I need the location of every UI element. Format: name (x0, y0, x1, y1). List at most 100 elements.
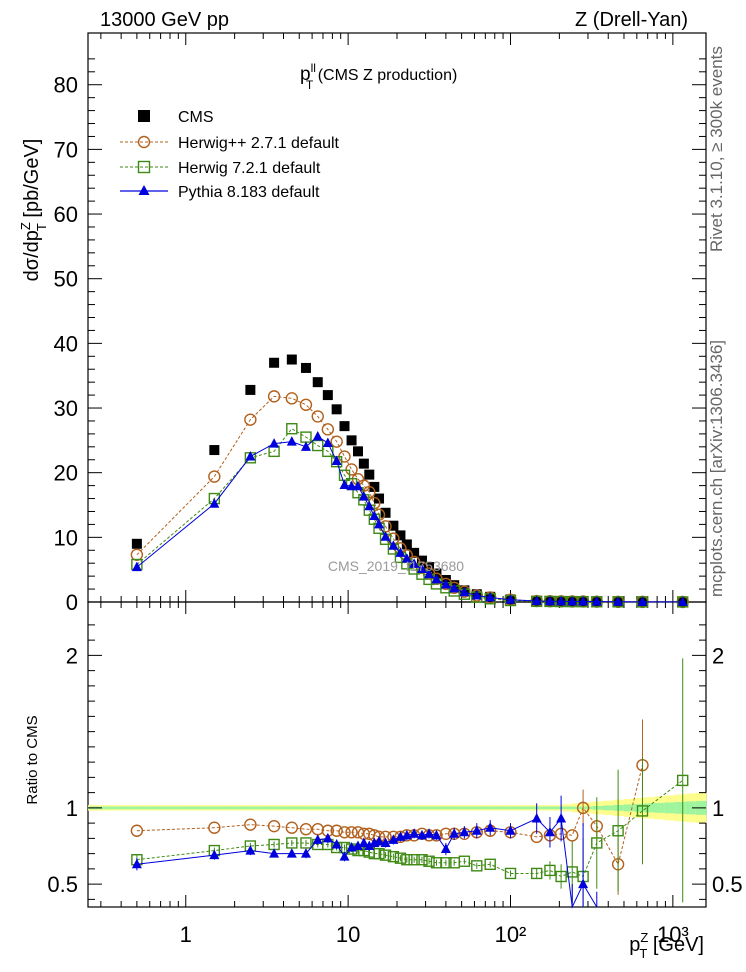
band-inner (232, 806, 243, 810)
data-point-0 (300, 362, 311, 373)
ratio-point-2 (459, 826, 470, 837)
legend-label-herwig7: Herwig 7.2.1 default (178, 160, 321, 177)
y-tick-label: 20 (54, 461, 78, 486)
data-point-0 (388, 520, 399, 531)
band-inner (551, 806, 563, 810)
band-inner (304, 806, 316, 810)
plot-title: pll T (CMS Z production) (300, 61, 457, 92)
data-point-0 (131, 538, 142, 549)
data-point-3 (567, 595, 578, 606)
ratio-point-1 (530, 867, 543, 880)
data-point-3 (431, 573, 442, 584)
band-inner (314, 806, 326, 810)
ratio-point-2 (312, 834, 323, 844)
band-inner (561, 806, 573, 810)
band-inner (458, 806, 470, 810)
band-inner (469, 806, 480, 810)
ratio-point-2 (339, 851, 350, 861)
side-label-rivet: Rivet 3.1.10, ≥ 300k events (707, 46, 726, 252)
band-inner (644, 803, 655, 813)
ratio-point-1 (484, 858, 496, 870)
side-label-mcplots: mcplots.cern.ch [arXiv:1306.3436] (707, 340, 726, 597)
ratio-point-2 (131, 858, 142, 869)
ratio-point-1 (544, 864, 556, 877)
data-point-3 (471, 590, 482, 600)
y-tick-label: 0 (66, 590, 78, 615)
band-inner (386, 806, 398, 810)
band-inner (407, 806, 419, 810)
data-point-1 (208, 470, 221, 483)
band-inner (603, 805, 614, 811)
band-inner (417, 806, 429, 810)
data-point-0 (245, 384, 256, 395)
band-inner (654, 802, 666, 813)
ratio-point-2 (388, 834, 399, 844)
ratio-point-1 (555, 870, 567, 883)
data-point-3 (374, 518, 385, 529)
band-inner (118, 806, 130, 810)
band-inner (211, 806, 223, 810)
band-inner (541, 806, 552, 810)
data-point-0 (339, 421, 350, 432)
ratio-point-2 (374, 835, 385, 846)
data-point-3 (637, 596, 648, 606)
band-inner (613, 804, 625, 811)
data-point-1 (267, 390, 281, 403)
ratio-point-2 (358, 837, 369, 847)
ratio-point-2 (209, 849, 220, 860)
y-tick-label: 60 (54, 202, 78, 227)
data-point-1 (321, 423, 335, 436)
y-tick-label: 30 (54, 396, 78, 421)
ratio-point-0 (576, 801, 590, 815)
band-inner (592, 805, 604, 810)
data-point-0 (380, 507, 391, 518)
data-point-0 (352, 446, 363, 457)
ratio-point-0 (345, 826, 358, 839)
ratio-point-1 (379, 849, 392, 861)
data-point-3 (269, 438, 280, 448)
ratio-point-1 (677, 774, 689, 787)
ratio-point-1 (566, 866, 578, 878)
data-point-0 (364, 469, 375, 480)
data-point-3 (339, 479, 350, 489)
data-point-1 (299, 398, 313, 411)
ratio-line-2 (136, 817, 598, 909)
band-inner (355, 806, 367, 810)
data-point-3 (286, 436, 297, 446)
band-inner (500, 806, 511, 810)
ratio-point-2 (245, 845, 256, 855)
band-inner (149, 806, 161, 810)
data-point-0 (409, 547, 420, 558)
band-inner (633, 803, 645, 812)
band-inner (675, 801, 686, 814)
data-point-3 (416, 563, 427, 574)
process-label: Z (Drell-Yan) (575, 9, 688, 31)
data-point-1 (311, 410, 324, 423)
data-point-0 (401, 539, 412, 550)
y-axis-title-ratio: Ratio to CMS (24, 715, 41, 804)
ratio-point-2 (544, 826, 555, 837)
band-inner (180, 806, 192, 810)
data-point-3 (485, 591, 496, 602)
ratio-point-2 (269, 848, 280, 858)
ratio-point-0 (285, 821, 299, 834)
legend-item-pythia: Pythia 8.183 default (120, 184, 320, 201)
x-tick-label: 10³ (657, 922, 689, 947)
band-inner (139, 806, 151, 810)
data-point-0 (424, 562, 435, 573)
data-point-0 (358, 458, 369, 469)
band-inner (191, 806, 202, 810)
energy-label: 13000 GeV pp (100, 9, 229, 31)
band-inner (366, 806, 377, 810)
data-point-1 (330, 435, 343, 448)
data-point-3 (358, 491, 369, 501)
band-inner (283, 806, 295, 810)
series-line-3 (136, 435, 683, 603)
data-point-0 (331, 404, 342, 415)
band-inner (221, 806, 233, 810)
x-tick-label: 10 (336, 922, 360, 947)
band-inner (294, 806, 305, 810)
x-tick-label: 10² (495, 922, 527, 947)
x-axis-title: pZ T [GeV] (629, 930, 704, 961)
